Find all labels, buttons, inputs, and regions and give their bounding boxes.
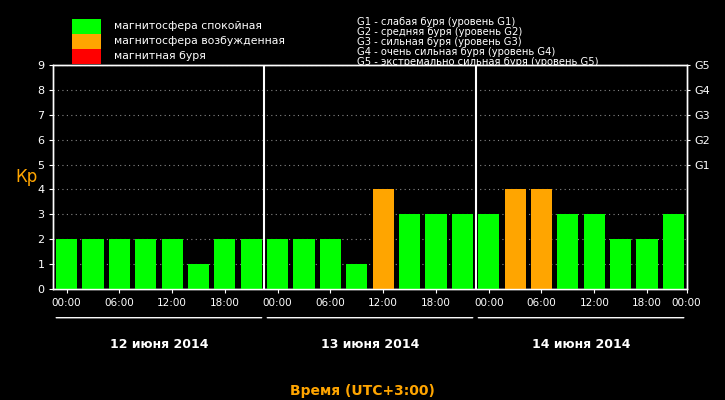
Bar (135, 239, 157, 289)
Bar (83, 239, 104, 289)
Text: магнитосфера спокойная: магнитосфера спокойная (114, 21, 262, 31)
Bar (637, 239, 658, 289)
Bar (56, 239, 77, 289)
Bar (478, 214, 500, 289)
Bar (215, 239, 236, 289)
Text: G2 - средняя буря (уровень G2): G2 - средняя буря (уровень G2) (357, 26, 523, 36)
Bar (109, 239, 130, 289)
Y-axis label: Кр: Кр (15, 168, 37, 186)
FancyBboxPatch shape (72, 18, 101, 34)
Text: G5 - экстремально сильная буря (уровень G5): G5 - экстремально сильная буря (уровень … (357, 57, 599, 67)
Bar (426, 214, 447, 289)
Bar (584, 214, 605, 289)
Text: магнитосфера возбужденная: магнитосфера возбужденная (114, 36, 284, 46)
Text: 14 июня 2014: 14 июня 2014 (532, 338, 630, 351)
Text: G3 - сильная буря (уровень G3): G3 - сильная буря (уровень G3) (357, 36, 522, 46)
Text: магнитная буря: магнитная буря (114, 51, 205, 61)
FancyBboxPatch shape (72, 34, 101, 49)
Bar (347, 264, 368, 289)
Bar (320, 239, 341, 289)
Text: Время (UTC+3:00): Время (UTC+3:00) (290, 384, 435, 398)
Bar (610, 239, 631, 289)
Text: 13 июня 2014: 13 июня 2014 (320, 338, 419, 351)
Bar (241, 239, 262, 289)
Text: 12 июня 2014: 12 июня 2014 (109, 338, 208, 351)
Bar (531, 189, 552, 289)
Bar (294, 239, 315, 289)
Bar (162, 239, 183, 289)
Bar (399, 214, 420, 289)
Bar (663, 214, 684, 289)
Text: G4 - очень сильная буря (уровень G4): G4 - очень сильная буря (уровень G4) (357, 47, 555, 57)
Bar (188, 264, 209, 289)
Bar (373, 189, 394, 289)
Bar (505, 189, 526, 289)
Text: G1 - слабая буря (уровень G1): G1 - слабая буря (уровень G1) (357, 16, 515, 26)
Bar (558, 214, 579, 289)
Bar (267, 239, 289, 289)
Bar (452, 214, 473, 289)
FancyBboxPatch shape (72, 49, 101, 64)
